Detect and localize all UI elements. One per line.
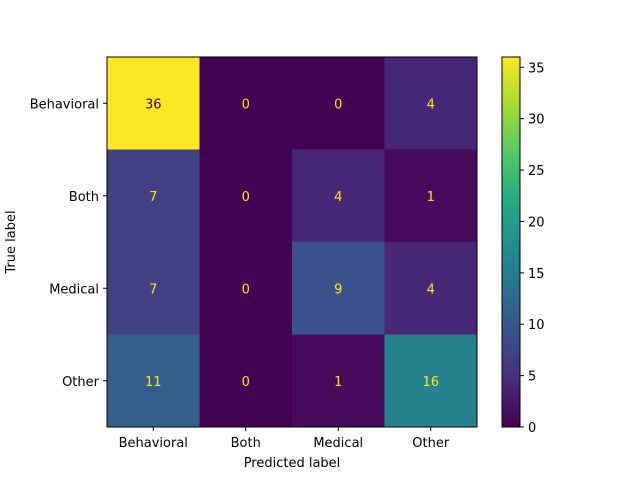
cell-value-label: 0 bbox=[242, 375, 250, 390]
y-axis-ticks: Behavioral Both Medical Other bbox=[30, 97, 107, 390]
cell-value-label: 36 bbox=[145, 97, 162, 112]
heatmap-cell bbox=[292, 242, 385, 335]
cell-value-label: 0 bbox=[242, 282, 250, 297]
heatmap-cell bbox=[107, 242, 200, 335]
y-tick-label: Medical bbox=[49, 282, 99, 297]
colorbar-tick-label: 0 bbox=[528, 421, 536, 436]
x-tick-label: Behavioral bbox=[119, 436, 188, 451]
heatmap-cell bbox=[199, 334, 293, 428]
colorbar-frame bbox=[501, 56, 521, 428]
y-tick-label: Both bbox=[69, 190, 99, 205]
cell-value-label: 4 bbox=[334, 190, 342, 205]
heatmap-cell-labels: 36 0 0 4 7 0 4 1 7 0 9 4 11 0 1 16 bbox=[145, 97, 439, 390]
cell-value-label: 0 bbox=[334, 97, 342, 112]
y-tick-label: Other bbox=[62, 375, 100, 390]
plot-frame bbox=[106, 56, 478, 428]
heatmap-cell bbox=[107, 334, 200, 428]
colorbar bbox=[502, 57, 520, 427]
cell-value-label: 1 bbox=[334, 375, 342, 390]
heatmap-cells bbox=[107, 57, 478, 428]
colorbar-tick-label: 5 bbox=[528, 370, 536, 385]
cell-value-label: 7 bbox=[149, 282, 157, 297]
colorbar-tick-label: 20 bbox=[528, 215, 545, 230]
x-axis-ticks: Behavioral Both Medical Other bbox=[119, 427, 450, 451]
cell-value-label: 4 bbox=[427, 97, 435, 112]
cell-value-label: 0 bbox=[242, 190, 250, 205]
colorbar-tick-label: 15 bbox=[528, 267, 545, 282]
heatmap-cell bbox=[199, 57, 293, 150]
colorbar-tick-label: 25 bbox=[528, 164, 545, 179]
heatmap-cell bbox=[292, 57, 385, 150]
cell-value-label: 1 bbox=[427, 190, 435, 205]
heatmap-cell bbox=[107, 57, 200, 150]
heatmap-cell bbox=[199, 149, 293, 243]
x-tick-label: Both bbox=[231, 436, 261, 451]
y-axis-title: True label bbox=[4, 210, 19, 274]
heatmap-cell bbox=[384, 334, 478, 428]
heatmap-cell bbox=[384, 57, 478, 150]
cell-value-label: 9 bbox=[334, 282, 342, 297]
heatmap-cell bbox=[199, 242, 293, 335]
cell-value-label: 0 bbox=[242, 97, 250, 112]
heatmap-cell bbox=[292, 334, 385, 428]
colorbar-ticks: 0 5 10 15 20 25 30 35 bbox=[520, 61, 545, 436]
y-tick-label: Behavioral bbox=[30, 97, 99, 112]
x-tick-label: Medical bbox=[313, 436, 363, 451]
colorbar-tick-label: 10 bbox=[528, 318, 545, 333]
heatmap-cell bbox=[384, 242, 478, 335]
colorbar-tick-label: 35 bbox=[528, 61, 545, 76]
cell-value-label: 11 bbox=[145, 375, 162, 390]
x-axis-title: Predicted label bbox=[244, 456, 341, 471]
heatmap-cell bbox=[292, 149, 385, 243]
cell-value-label: 7 bbox=[149, 190, 157, 205]
heatmap-cell bbox=[107, 149, 200, 243]
colorbar-tick-label: 30 bbox=[528, 113, 545, 128]
x-tick-label: Other bbox=[412, 436, 450, 451]
cell-value-label: 16 bbox=[422, 375, 439, 390]
heatmap-cell bbox=[384, 149, 478, 243]
cell-value-label: 4 bbox=[427, 282, 435, 297]
